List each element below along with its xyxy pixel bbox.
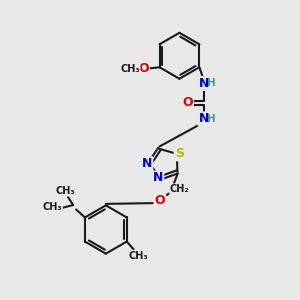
Text: S: S <box>175 147 184 160</box>
Text: H: H <box>207 79 215 88</box>
Text: O: O <box>182 96 193 109</box>
Text: O: O <box>154 194 165 207</box>
Text: N: N <box>199 112 209 125</box>
Text: CH₂: CH₂ <box>170 184 189 194</box>
Text: O: O <box>138 62 149 75</box>
Text: N: N <box>199 77 209 90</box>
Text: N: N <box>142 157 152 170</box>
Text: N: N <box>153 172 163 184</box>
Text: CH₃: CH₃ <box>43 202 62 212</box>
Text: CH₃: CH₃ <box>120 64 140 74</box>
Text: H: H <box>207 114 215 124</box>
Text: CH₃: CH₃ <box>128 251 148 261</box>
Text: CH₃: CH₃ <box>55 186 75 196</box>
